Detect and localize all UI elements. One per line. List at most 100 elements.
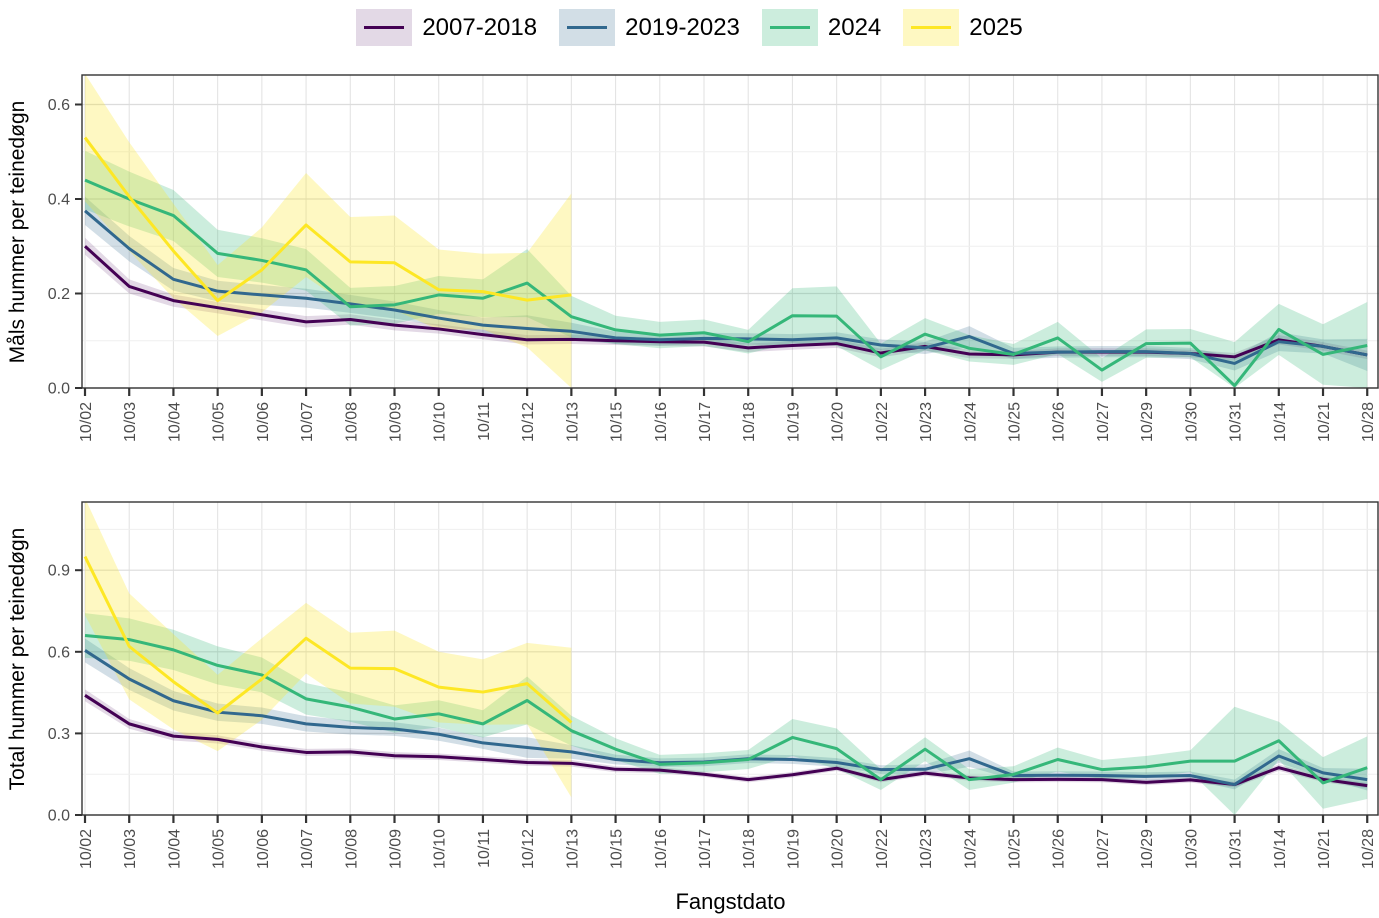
legend-item-label: 2019-2023 [625,13,740,41]
x-tick-label: 10/31 [1228,829,1245,869]
x-tick-label: 10/09 [388,829,405,869]
x-tick-label: 10/15 [609,402,626,442]
y-tick-label: 0.2 [48,286,70,303]
series-lines [83,136,1368,388]
x-tick-label: 10/14 [1272,829,1289,869]
legend-key-swatch [903,9,960,46]
ribbon-2007-2018 [85,237,1368,361]
y-tick-label: 0.3 [48,726,70,743]
series-line-2024 [84,178,1368,388]
x-tick-label: 10/23 [918,402,935,442]
x-axis: 10/02 10/03 10/04 10/05 10/06 10/07 10/08 10/09… [78,815,1377,869]
panel-border [81,501,1379,816]
x-tick-label: 10/21 [1316,829,1333,869]
top-chart-svg: Måls hummer per teinedøgn 10/02 10/03 10/0… [6,74,1379,442]
legend-key-swatch [761,9,818,46]
legend-item-2019-2023: 2019-2023 [559,9,740,46]
x-tick-label: 10/03 [122,829,139,869]
x-tick-label: 10/05 [211,829,228,869]
legend-item-label: 2024 [827,13,882,41]
x-tick-label: 10/20 [830,829,847,869]
bottom-y-axis-title: Total hummer per teinedøgn [6,528,29,791]
x-tick-label: 10/11 [476,829,493,868]
x-tick-label: 10/10 [432,402,449,442]
x-tick-label: 10/10 [432,829,449,869]
y-tick-label: 0.6 [48,97,70,114]
series-line-2007-2018 [84,694,1368,788]
x-tick-label: 10/26 [1051,829,1068,869]
y-tick-label: 0.0 [48,381,70,398]
legend-key-line [769,26,810,29]
x-tick-label: 10/07 [299,402,316,442]
x-tick-label: 10/02 [78,402,95,442]
x-tick-label: 10/16 [653,829,670,869]
legend-key-line [567,26,608,29]
x-tick-label: 10/29 [1139,829,1156,869]
x-tick-label: 10/24 [962,402,979,442]
x-tick-label: 10/08 [343,829,360,869]
x-tick-label: 10/14 [1272,402,1289,442]
x-tick-label: 10/31 [1228,402,1245,442]
legend-item-2025: 2025 [903,9,1023,46]
ribbon-2025 [85,75,572,388]
series-line-2024 [84,633,1368,785]
y-axis: 0.0 0.3 0.6 0.9 [48,563,82,825]
legend-item-label: 2007-2018 [422,13,538,41]
y-tick-label: 0.9 [48,563,70,580]
x-tick-label: 10/30 [1183,402,1200,442]
series-lines [83,555,1368,788]
x-tick-label: 10/28 [1360,829,1377,869]
x-tick-label: 10/16 [653,402,670,442]
x-tick-label: 10/18 [741,829,758,869]
x-tick-label: 10/12 [520,829,537,869]
confidence-ribbons [85,502,1368,815]
legend-key-swatch [356,9,413,46]
x-tick-label: 10/24 [962,829,979,869]
x-tick-label: 10/13 [564,402,581,442]
x-tick-label: 10/17 [697,829,714,869]
y-tick-label: 0.0 [48,808,70,825]
x-tick-label: 10/20 [830,402,847,442]
x-tick-label: 10/04 [166,402,183,442]
x-axis: 10/02 10/03 10/04 10/05 10/06 10/07 10/08 10/09… [78,388,1377,442]
legend-key-line [364,26,405,29]
top-chart: Måls hummer per teinedøgn 10/02 10/03 10/0… [0,55,1379,472]
x-tick-label: 10/25 [1007,829,1024,869]
x-tick-label: 10/05 [211,402,228,442]
x-tick-label: 10/13 [564,829,581,869]
series-line-2025 [83,136,572,303]
legend: 2007-2018 2019-2023 2024 2025 [0,0,1379,55]
x-tick-label: 10/06 [255,829,272,869]
x-tick-label: 10/29 [1139,402,1156,442]
y-tick-label: 0.6 [48,644,70,661]
x-tick-label: 10/23 [918,829,935,869]
bottom-chart: Total hummer per teinedøgn 10/02 10/03 10/… [0,472,1379,890]
x-axis-title: Fangstdato [675,889,786,914]
x-tick-label: 10/08 [343,402,360,442]
x-tick-label: 10/03 [122,402,139,442]
x-tick-label: 10/26 [1051,402,1068,442]
x-tick-label: 10/11 [476,402,493,441]
bottom-chart-svg: Total hummer per teinedøgn 10/02 10/03 10/… [6,501,1379,869]
x-tick-label: 10/19 [785,402,802,442]
x-tick-label: 10/12 [520,402,537,442]
x-tick-label: 10/04 [166,829,183,869]
x-tick-label: 10/15 [609,829,626,869]
x-tick-label: 10/06 [255,402,272,442]
x-tick-label: 10/21 [1316,402,1333,442]
x-tick-label: 10/30 [1183,829,1200,869]
legend-item-2007-2018: 2007-2018 [356,9,537,46]
x-tick-label: 10/18 [741,402,758,442]
x-tick-label: 10/19 [785,829,802,869]
y-tick-label: 0.4 [48,192,70,209]
x-tick-label: 10/22 [874,829,891,869]
x-tick-label: 10/27 [1095,829,1112,869]
x-tick-label: 10/27 [1095,402,1112,442]
panel-border [81,74,1379,389]
x-tick-label: 10/22 [874,402,891,442]
x-tick-label: 10/28 [1360,402,1377,442]
x-tick-label: 10/07 [299,829,316,869]
legend-item-2024: 2024 [761,9,882,46]
legend-key-line [911,26,952,29]
